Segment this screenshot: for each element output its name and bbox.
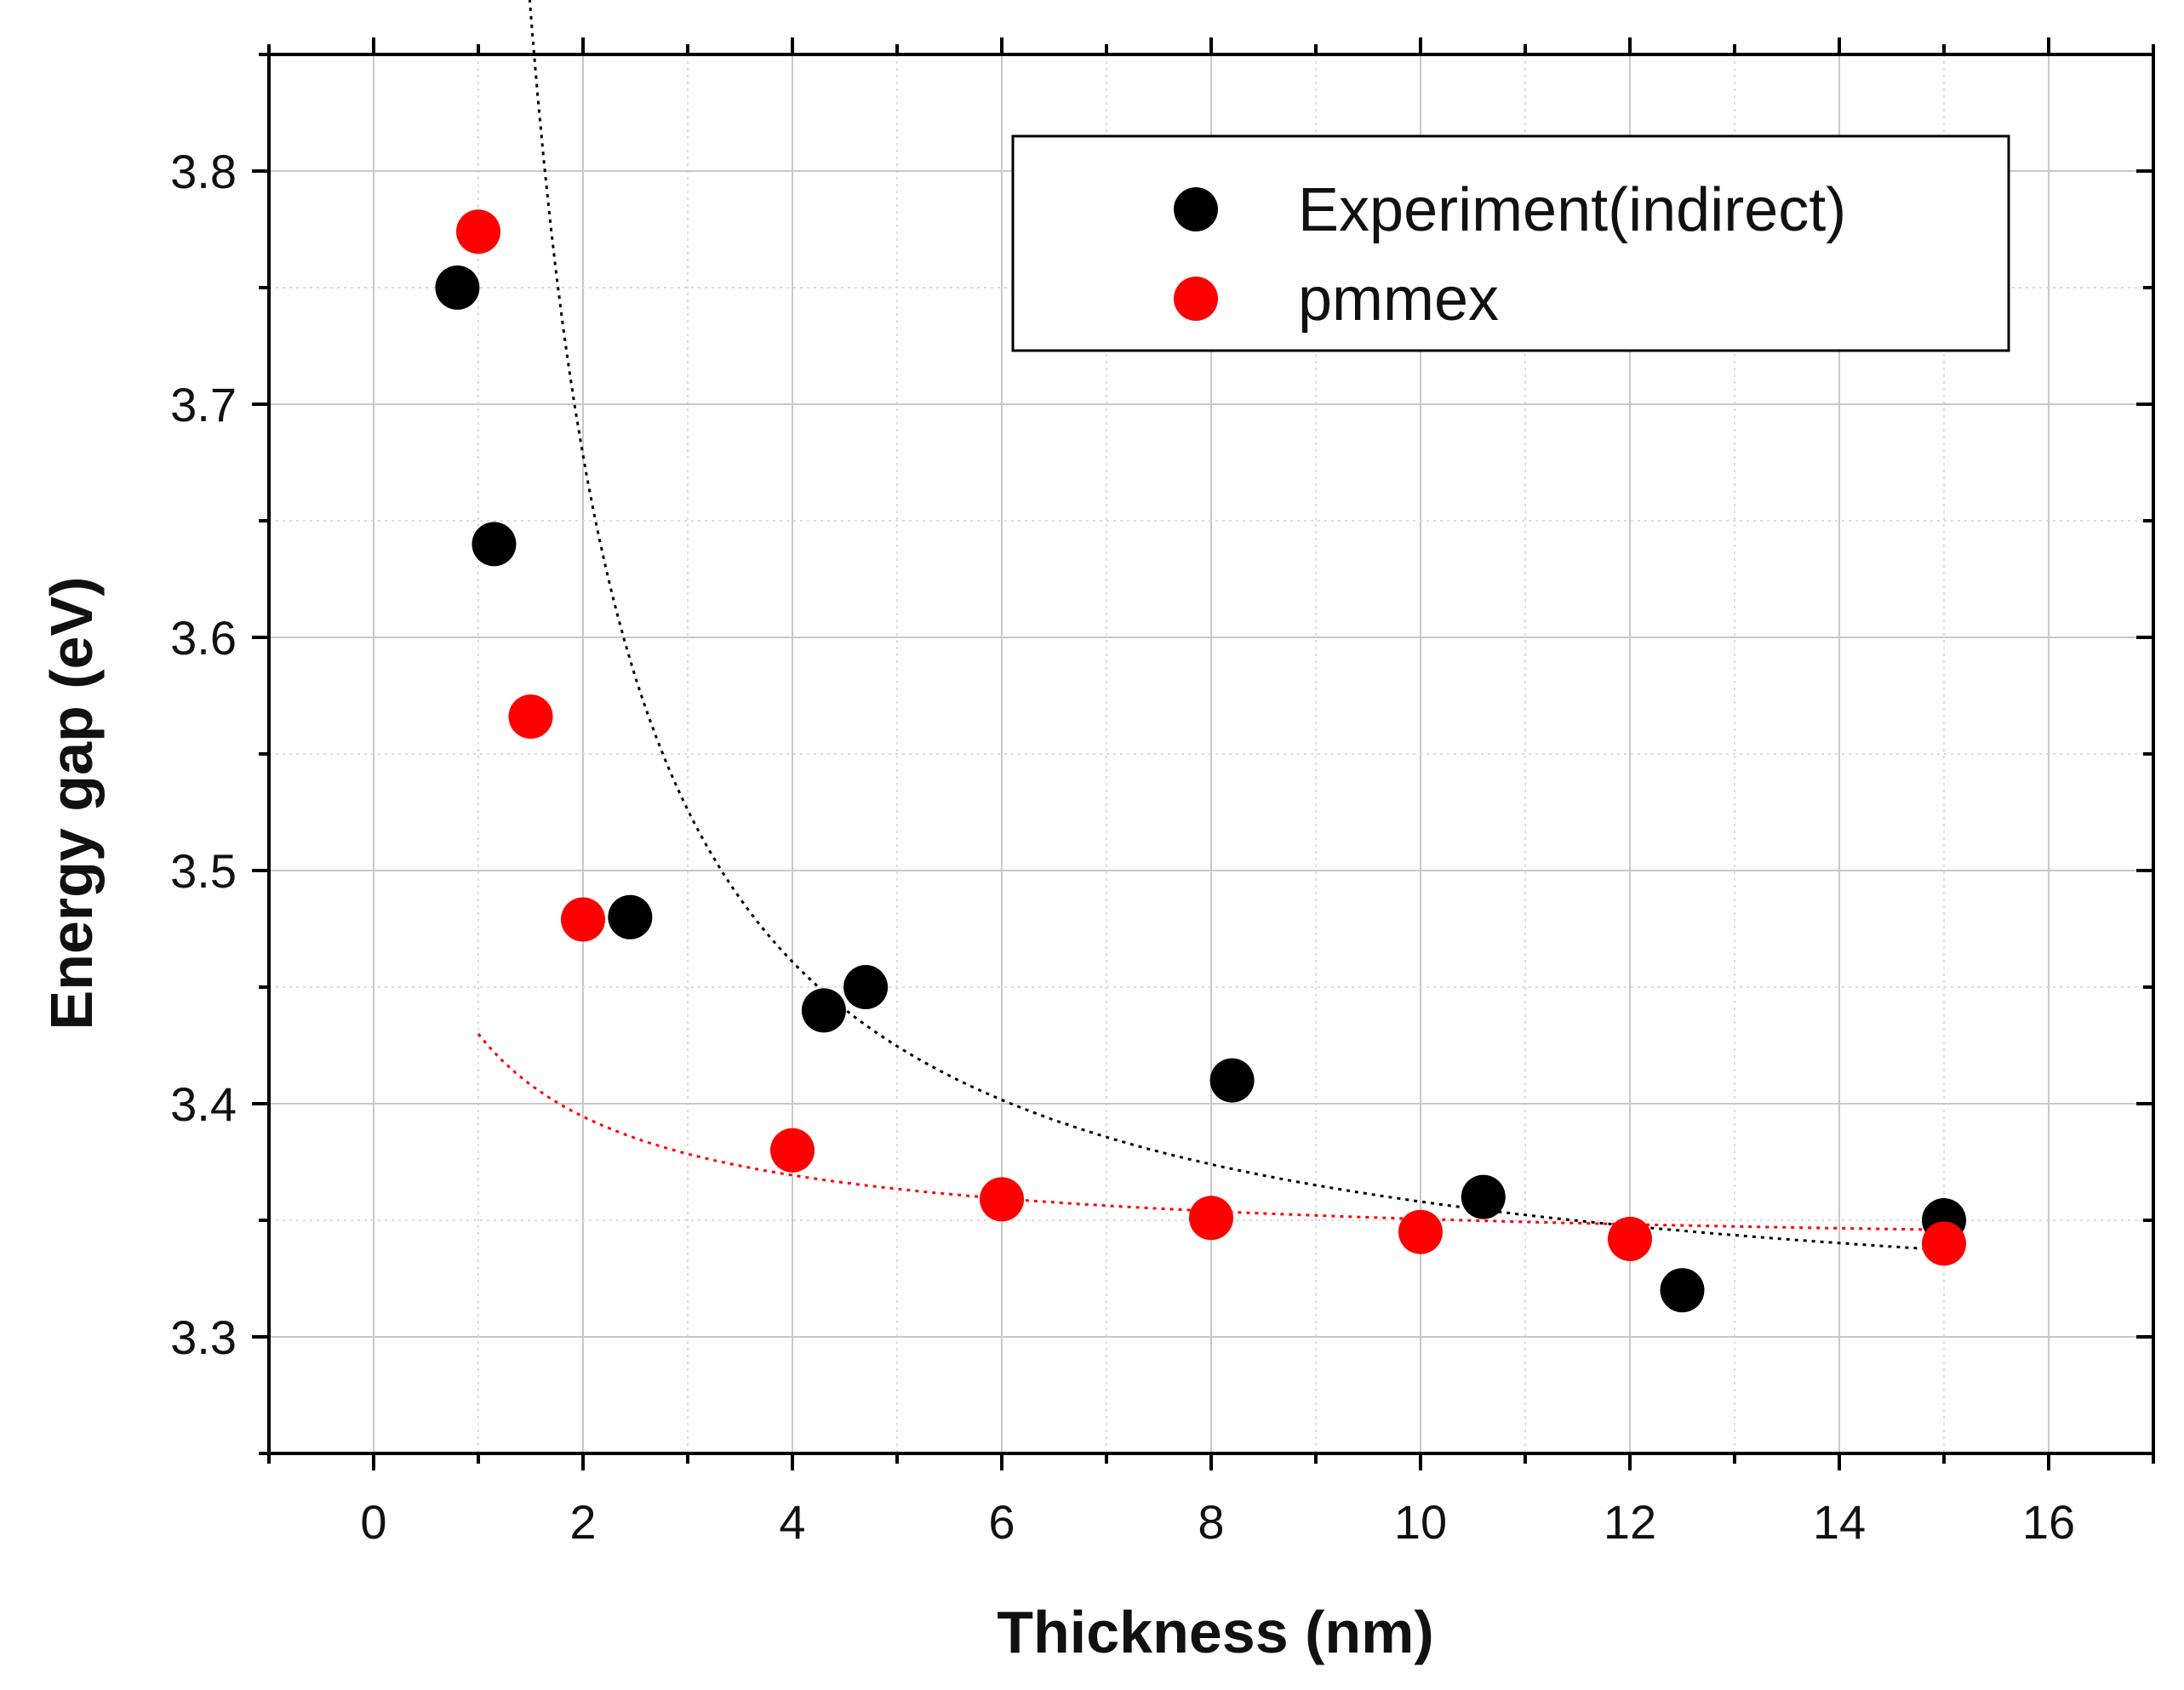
y-tick-label: 3.5 bbox=[170, 844, 237, 898]
x-tick-label: 8 bbox=[1198, 1495, 1224, 1549]
legend-marker-pmmex bbox=[1174, 277, 1218, 321]
axis-ticks: 0 2 4 6 8 10 12 14 16 3.3 3.4 3.5 3.6 3.7 3.8 bbox=[170, 37, 2155, 1549]
legend: Experiment(indirect) pmmex bbox=[1011, 134, 2010, 352]
experiment-point bbox=[608, 894, 653, 939]
experiment-point bbox=[1461, 1174, 1506, 1219]
pmmex-point bbox=[1608, 1216, 1652, 1261]
y-tick-label: 3.7 bbox=[170, 378, 237, 431]
pmmex-point bbox=[980, 1177, 1024, 1222]
x-tick-label: 14 bbox=[1813, 1495, 1866, 1549]
y-tick-label: 3.8 bbox=[170, 145, 237, 198]
x-axis-title: Thickness (nm) bbox=[997, 1599, 1433, 1665]
pmmex-point bbox=[508, 694, 553, 739]
experiment-point bbox=[472, 522, 517, 567]
x-tick-label: 10 bbox=[1394, 1495, 1447, 1549]
legend-label-experiment: Experiment(indirect) bbox=[1298, 176, 1846, 244]
experiment-point bbox=[801, 988, 846, 1033]
pmmex-point bbox=[1189, 1196, 1233, 1241]
x-tick-label: 6 bbox=[988, 1495, 1015, 1549]
experiment-point bbox=[843, 965, 889, 1009]
y-axis-title: Energy gap (eV) bbox=[38, 577, 105, 1031]
experiment-point bbox=[435, 265, 480, 310]
y-tick-label: 3.4 bbox=[170, 1077, 237, 1131]
legend-box bbox=[1011, 134, 2010, 352]
legend-label-pmmex: pmmex bbox=[1298, 265, 1499, 334]
pmmex-point bbox=[1398, 1209, 1443, 1254]
x-tick-label: 0 bbox=[360, 1495, 386, 1549]
x-tick-label: 4 bbox=[779, 1495, 805, 1549]
experiment-point bbox=[1660, 1268, 1705, 1313]
legend-marker-experiment bbox=[1174, 187, 1218, 231]
pmmex-point bbox=[456, 209, 500, 254]
y-tick-label: 3.6 bbox=[170, 611, 237, 665]
data-points bbox=[435, 209, 1966, 1313]
fit-curve-pmmex bbox=[477, 1033, 1945, 1231]
fit-curves bbox=[477, 0, 1945, 1252]
x-tick-label: 2 bbox=[569, 1495, 596, 1549]
fit-curve-experiment bbox=[528, 0, 1945, 1252]
pmmex-point bbox=[770, 1128, 815, 1173]
x-tick-label: 16 bbox=[2022, 1495, 2075, 1549]
pmmex-point bbox=[1922, 1221, 1966, 1266]
experiment-point bbox=[1209, 1058, 1255, 1103]
y-tick-label: 3.3 bbox=[170, 1310, 237, 1364]
x-tick-label: 12 bbox=[1604, 1495, 1656, 1549]
pmmex-point bbox=[561, 897, 605, 942]
